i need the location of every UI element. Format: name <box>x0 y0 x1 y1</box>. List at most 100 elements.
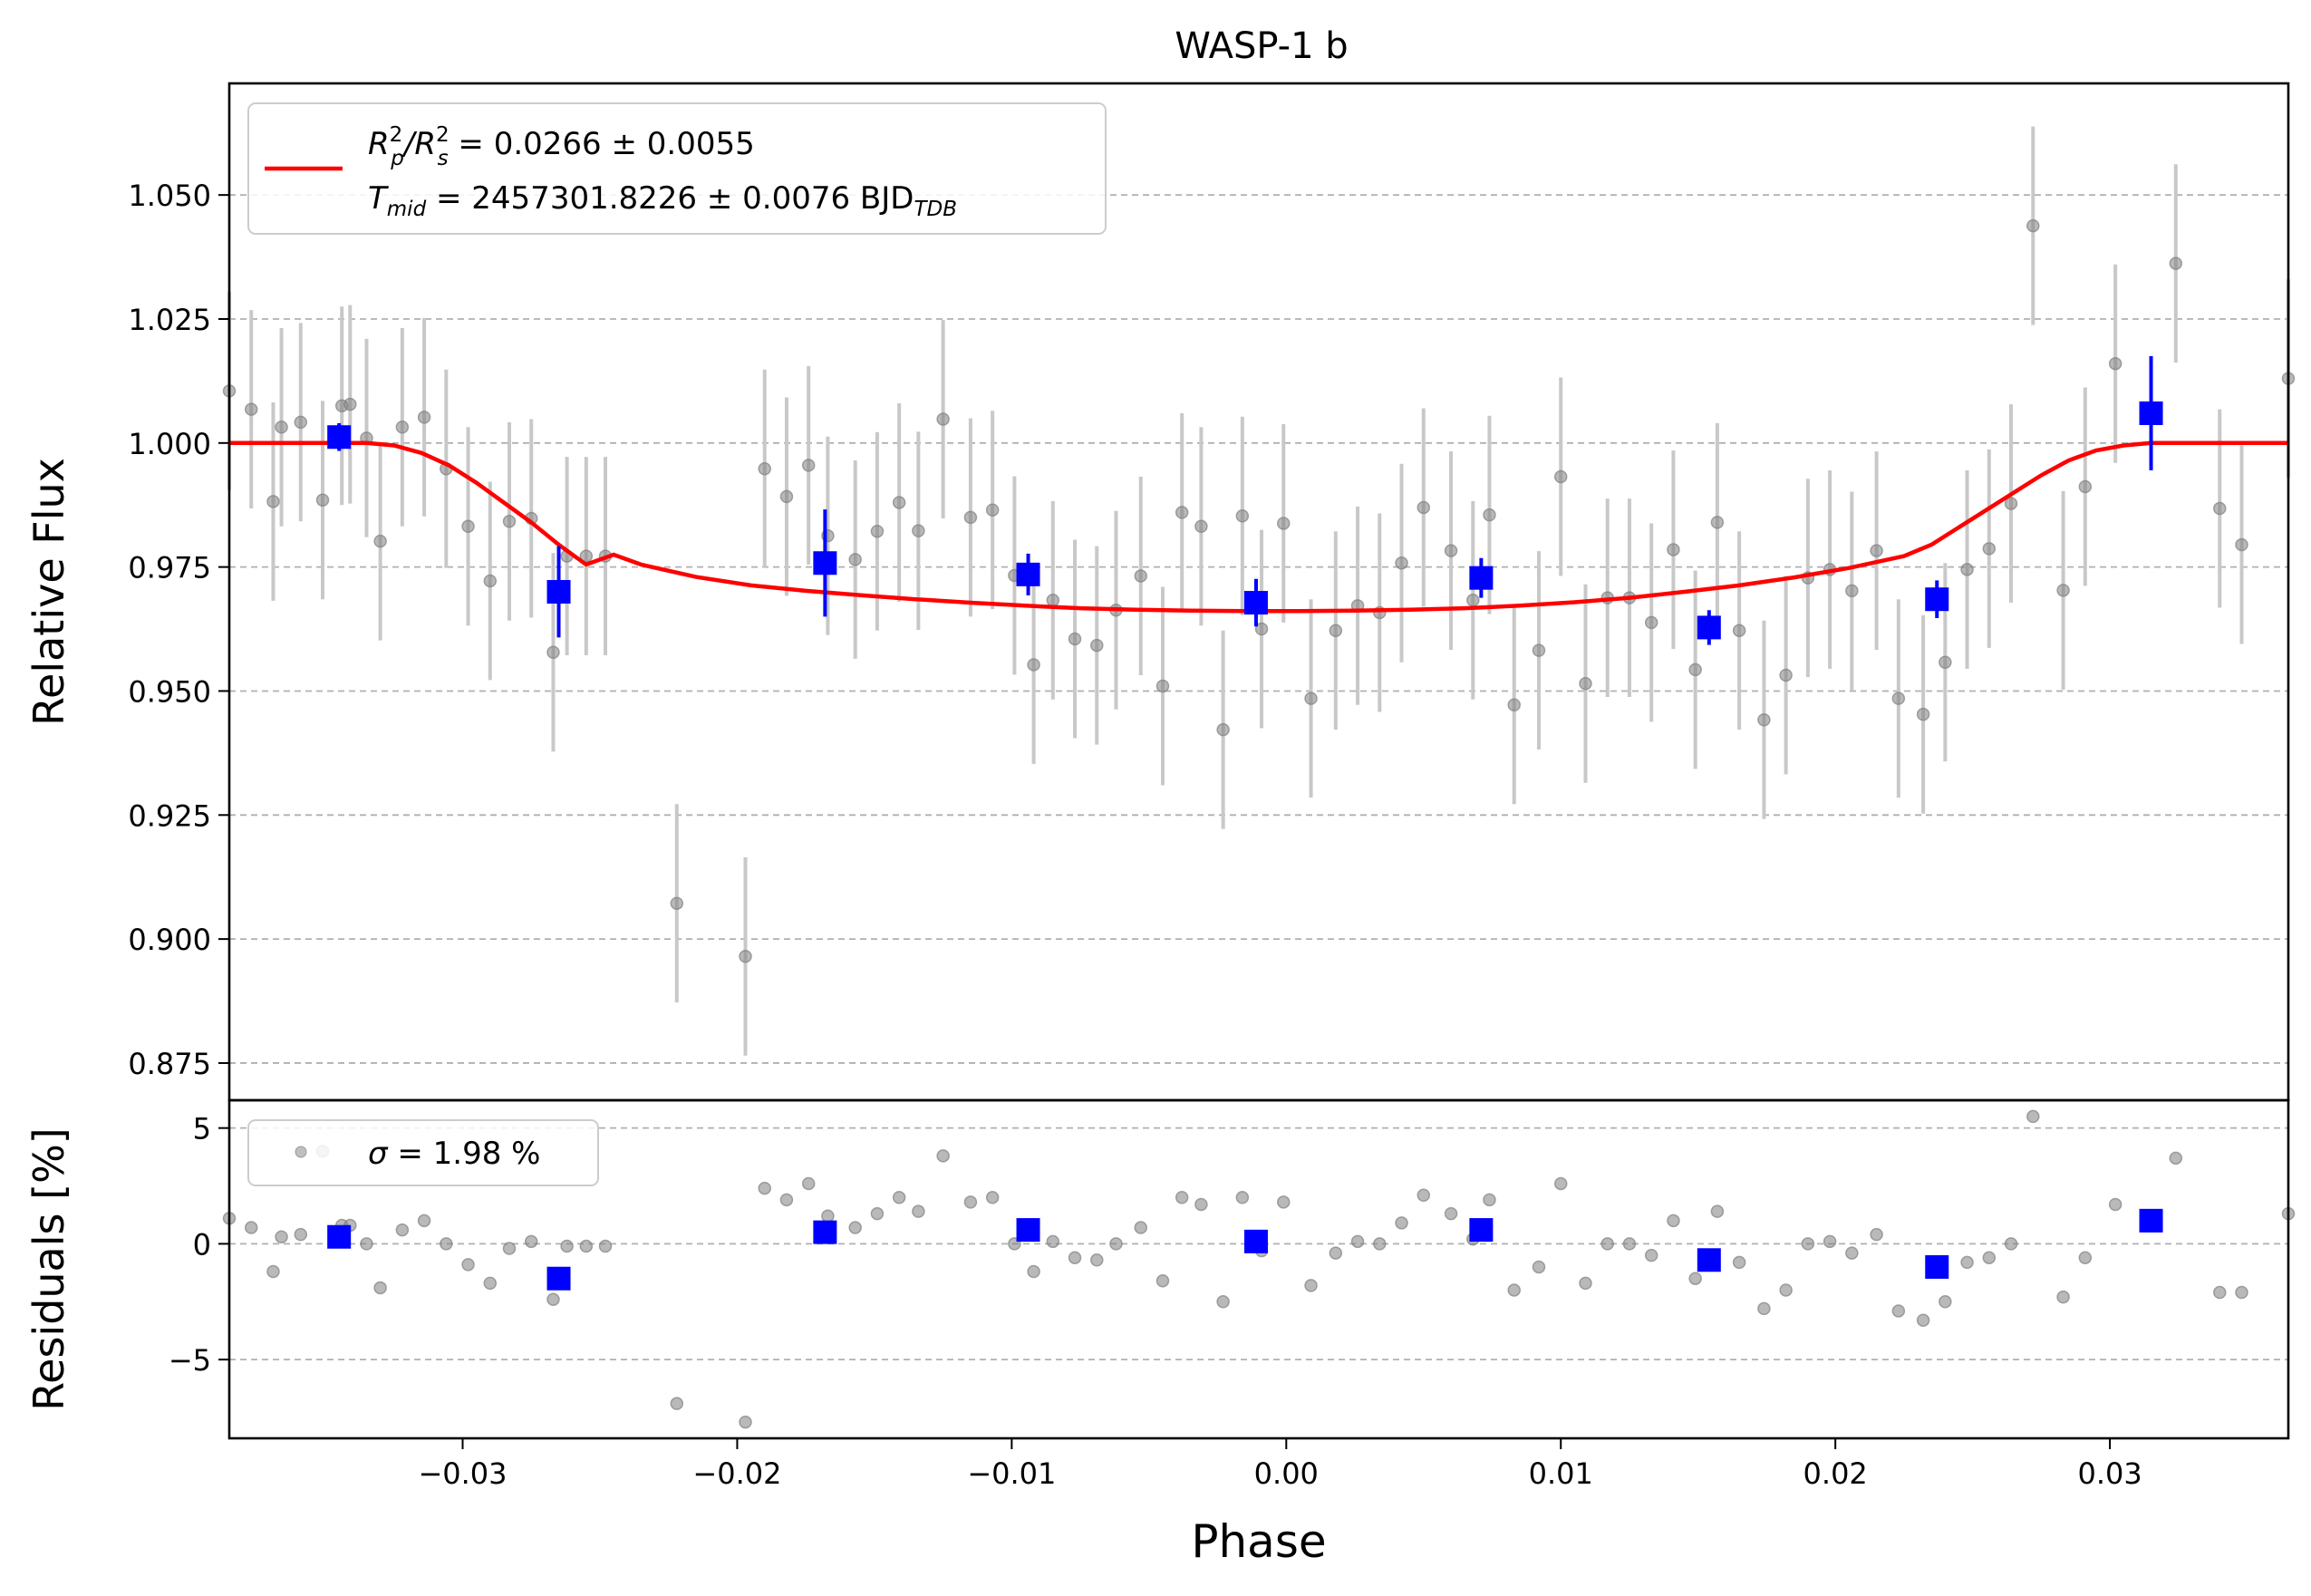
residual-binned-point <box>546 1266 571 1291</box>
flux-raw-point <box>1870 544 1883 557</box>
flux-binned-point <box>327 425 352 450</box>
residual-raw-point <box>1027 1264 1040 1279</box>
flux-binned-point <box>1925 587 1949 612</box>
residual-raw-point <box>758 1181 771 1195</box>
legend-tmid-entry: Tmid = 2457301.8226 ± 0.0076 BJDTDB <box>368 180 957 221</box>
residual-raw-point <box>779 1193 794 1207</box>
residual-axis-ticks: −5 0 5 −0.03 −0.02 −0.01 0.00 0.01 0.02 0.03 <box>169 1112 2142 1491</box>
flux-binned-point <box>813 551 837 576</box>
flux-raw-point <box>1417 500 1431 515</box>
flux-binned-point <box>1469 566 1494 590</box>
residual-raw-point <box>440 1237 453 1251</box>
flux-y-axis-label: Relative Flux <box>24 458 73 726</box>
residual-raw-point <box>1444 1206 1458 1221</box>
residual-raw-point <box>2169 1151 2183 1166</box>
residual-raw-point <box>598 1239 613 1253</box>
residual-raw-point <box>373 1281 387 1295</box>
residual-raw-point <box>1329 1246 1343 1260</box>
residual-raw-point <box>579 1239 594 1253</box>
flux-raw-point <box>739 950 752 963</box>
residual-raw-point <box>2056 1290 2070 1304</box>
residual-binned-point <box>1243 1229 1268 1253</box>
residual-binned-point <box>327 1224 352 1249</box>
residual-raw-point <box>821 1209 835 1223</box>
flux-raw-point <box>1507 698 1521 712</box>
flux-raw-point <box>461 519 475 534</box>
flux-raw-point <box>670 896 684 910</box>
residual-raw-point <box>1553 1176 1568 1191</box>
residual-raw-point <box>483 1276 498 1291</box>
residual-raw-point <box>502 1242 517 1255</box>
flux-raw-point <box>2004 497 2018 510</box>
residual-raw-point <box>1982 1251 1997 1264</box>
flux-y-tick-label: 1.000 <box>128 427 211 461</box>
flux-raw-point <box>2213 501 2227 516</box>
flux-raw-point <box>315 493 330 507</box>
residual-y-tick-label: 0 <box>193 1227 211 1262</box>
residual-raw-point <box>1350 1234 1365 1249</box>
x-tick-label: −0.03 <box>418 1456 507 1491</box>
flux-raw-point <box>1134 569 1147 583</box>
residual-raw-point <box>1891 1304 1906 1318</box>
flux-y-tick-label: 0.950 <box>128 674 211 709</box>
flux-raw-point <box>1090 638 1104 653</box>
residual-raw-point <box>1939 1295 1952 1309</box>
flux-raw-point <box>343 397 357 411</box>
residual-raw-point <box>1845 1246 1859 1260</box>
residual-raw-point <box>294 1227 308 1242</box>
residual-raw-point <box>936 1149 950 1163</box>
flux-raw-point <box>1644 615 1658 630</box>
flux-y-tick-label: 1.025 <box>128 303 211 337</box>
flux-raw-point <box>1845 584 1859 598</box>
flux-raw-point <box>1891 692 1906 705</box>
flux-binned-point <box>2139 401 2163 425</box>
residual-raw-point <box>2004 1237 2018 1251</box>
residual-y-axis-label: Residuals [%] <box>24 1127 73 1410</box>
flux-raw-point <box>1532 643 1546 657</box>
flux-raw-point <box>936 412 950 426</box>
residual-raw-point <box>1277 1195 1291 1209</box>
residual-binned-point <box>1469 1218 1494 1243</box>
flux-raw-point <box>1046 594 1060 607</box>
flux-raw-point <box>2169 256 2183 270</box>
flux-raw-point <box>483 574 498 588</box>
flux-raw-point <box>244 402 258 416</box>
residual-raw-point <box>1870 1227 1883 1242</box>
flux-raw-points <box>222 218 2296 963</box>
residual-raw-point <box>1507 1283 1521 1297</box>
flux-y-tick-label: 1.050 <box>128 179 211 213</box>
transit-model-line <box>229 440 2288 614</box>
residual-raw-point <box>870 1206 885 1221</box>
legend-sigma-entry: σ = 1.98 % <box>368 1136 540 1172</box>
residual-raw-point <box>1732 1255 1746 1270</box>
flux-raw-point <box>1688 663 1702 677</box>
residual-binned-point <box>1925 1254 1949 1279</box>
flux-raw-point <box>1732 624 1746 637</box>
residuals-panel: −5 0 5 −0.03 −0.02 −0.01 0.00 0.01 0.02 0.03 Resi… <box>24 1098 2296 1568</box>
flux-y-tick-label: 0.925 <box>128 798 211 833</box>
residual-raw-point <box>848 1221 862 1234</box>
flux-raw-point <box>1757 712 1771 727</box>
flux-panel: 0.875 0.900 0.925 0.950 0.975 1.000 1.025 1.050… <box>24 82 2296 1102</box>
residual-raw-point <box>1667 1214 1680 1228</box>
residual-raw-point <box>1090 1253 1104 1267</box>
residual-raw-point <box>417 1214 431 1228</box>
x-tick-label: 0.03 <box>2077 1456 2142 1491</box>
residual-raw-point <box>1801 1237 1815 1251</box>
legend-residual-swatch <box>295 1146 307 1158</box>
chart-title: WASP-1 b <box>1175 25 1348 67</box>
residual-raw-point <box>1373 1237 1387 1251</box>
flux-raw-point <box>502 515 517 528</box>
flux-raw-point <box>395 421 410 434</box>
flux-raw-point <box>912 524 925 537</box>
flux-binned-point <box>1697 615 1721 640</box>
residual-raw-point <box>2026 1109 2040 1124</box>
flux-y-ticks: 0.875 0.900 0.925 0.950 0.975 1.000 1.025 1.050 <box>128 179 229 1081</box>
residual-raw-point <box>1579 1276 1592 1291</box>
residual-raw-point <box>1483 1193 1496 1207</box>
flux-raw-point <box>1553 469 1568 484</box>
x-tick-label: −0.01 <box>967 1456 1056 1491</box>
residual-raw-point <box>560 1239 574 1253</box>
residual-raw-point <box>1046 1234 1060 1249</box>
